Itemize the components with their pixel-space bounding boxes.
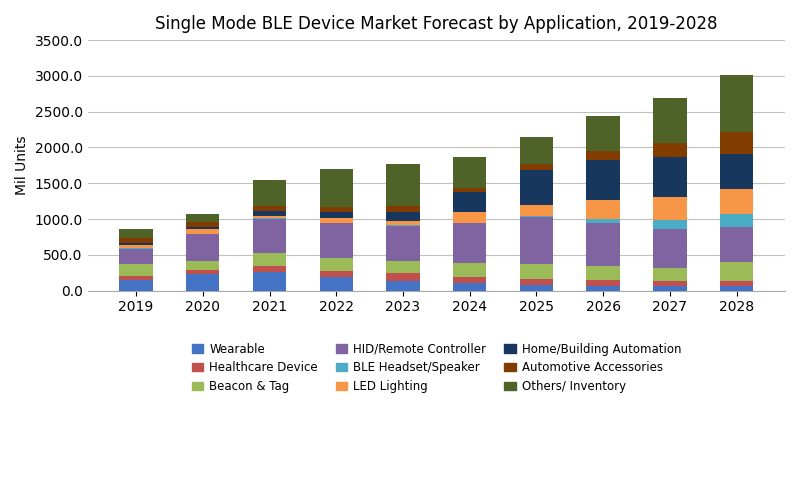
Bar: [520, 164, 553, 170]
Bar: [720, 154, 754, 189]
Bar: [319, 271, 353, 278]
Bar: [186, 270, 219, 274]
Bar: [654, 268, 686, 281]
Bar: [520, 205, 553, 216]
Bar: [386, 274, 420, 281]
Bar: [586, 151, 620, 160]
Bar: [186, 214, 219, 222]
Bar: [319, 211, 353, 218]
Bar: [586, 116, 620, 151]
Bar: [186, 234, 219, 261]
Bar: [253, 216, 286, 218]
Title: Single Mode BLE Device Market Forecast by Application, 2019-2028: Single Mode BLE Device Market Forecast b…: [155, 15, 718, 33]
Bar: [654, 197, 686, 220]
Bar: [720, 189, 754, 214]
Bar: [453, 277, 486, 284]
Bar: [520, 137, 553, 164]
Bar: [386, 221, 420, 225]
Bar: [720, 282, 754, 287]
Bar: [386, 164, 420, 206]
Bar: [253, 272, 286, 291]
Legend: Wearable, Healthcare Device, Beacon & Tag, HID/Remote Controller, BLE Headset/Sp: Wearable, Healthcare Device, Beacon & Ta…: [186, 337, 687, 399]
Bar: [654, 143, 686, 157]
Bar: [386, 226, 420, 261]
Bar: [319, 223, 353, 258]
Bar: [319, 258, 353, 271]
Bar: [119, 243, 153, 245]
Bar: [586, 223, 620, 267]
Bar: [520, 170, 553, 205]
Bar: [720, 132, 754, 154]
Bar: [253, 266, 286, 272]
Bar: [319, 169, 353, 206]
Bar: [119, 264, 153, 276]
Bar: [586, 286, 620, 291]
Bar: [186, 261, 219, 270]
Bar: [186, 222, 219, 227]
Bar: [253, 206, 286, 211]
Bar: [253, 219, 286, 253]
Bar: [319, 278, 353, 291]
Bar: [520, 285, 553, 291]
Bar: [453, 192, 486, 211]
Bar: [654, 229, 686, 268]
Bar: [720, 227, 754, 263]
Bar: [586, 200, 620, 219]
Bar: [586, 267, 620, 280]
Bar: [386, 281, 420, 291]
Bar: [520, 264, 553, 279]
Bar: [253, 180, 286, 206]
Bar: [319, 206, 353, 211]
Bar: [319, 218, 353, 222]
Bar: [654, 98, 686, 143]
Bar: [119, 280, 153, 291]
Bar: [253, 253, 286, 266]
Bar: [119, 245, 153, 248]
Y-axis label: Mil Units: Mil Units: [15, 136, 29, 195]
Bar: [386, 211, 420, 221]
Bar: [720, 263, 754, 282]
Bar: [253, 211, 286, 216]
Bar: [386, 261, 420, 274]
Bar: [720, 287, 754, 291]
Bar: [119, 276, 153, 280]
Bar: [119, 238, 153, 243]
Bar: [654, 281, 686, 286]
Bar: [453, 188, 486, 192]
Bar: [119, 229, 153, 238]
Bar: [520, 217, 553, 264]
Bar: [453, 211, 486, 222]
Bar: [186, 227, 219, 229]
Bar: [586, 280, 620, 286]
Bar: [654, 286, 686, 291]
Bar: [453, 157, 486, 188]
Bar: [186, 274, 219, 291]
Bar: [520, 279, 553, 285]
Bar: [119, 249, 153, 264]
Bar: [453, 264, 486, 277]
Bar: [186, 229, 219, 234]
Bar: [386, 206, 420, 211]
Bar: [720, 214, 754, 227]
Bar: [453, 223, 486, 264]
Bar: [586, 219, 620, 223]
Bar: [720, 75, 754, 132]
Bar: [654, 220, 686, 229]
Bar: [586, 160, 620, 200]
Bar: [654, 157, 686, 197]
Bar: [520, 216, 553, 217]
Bar: [453, 284, 486, 291]
